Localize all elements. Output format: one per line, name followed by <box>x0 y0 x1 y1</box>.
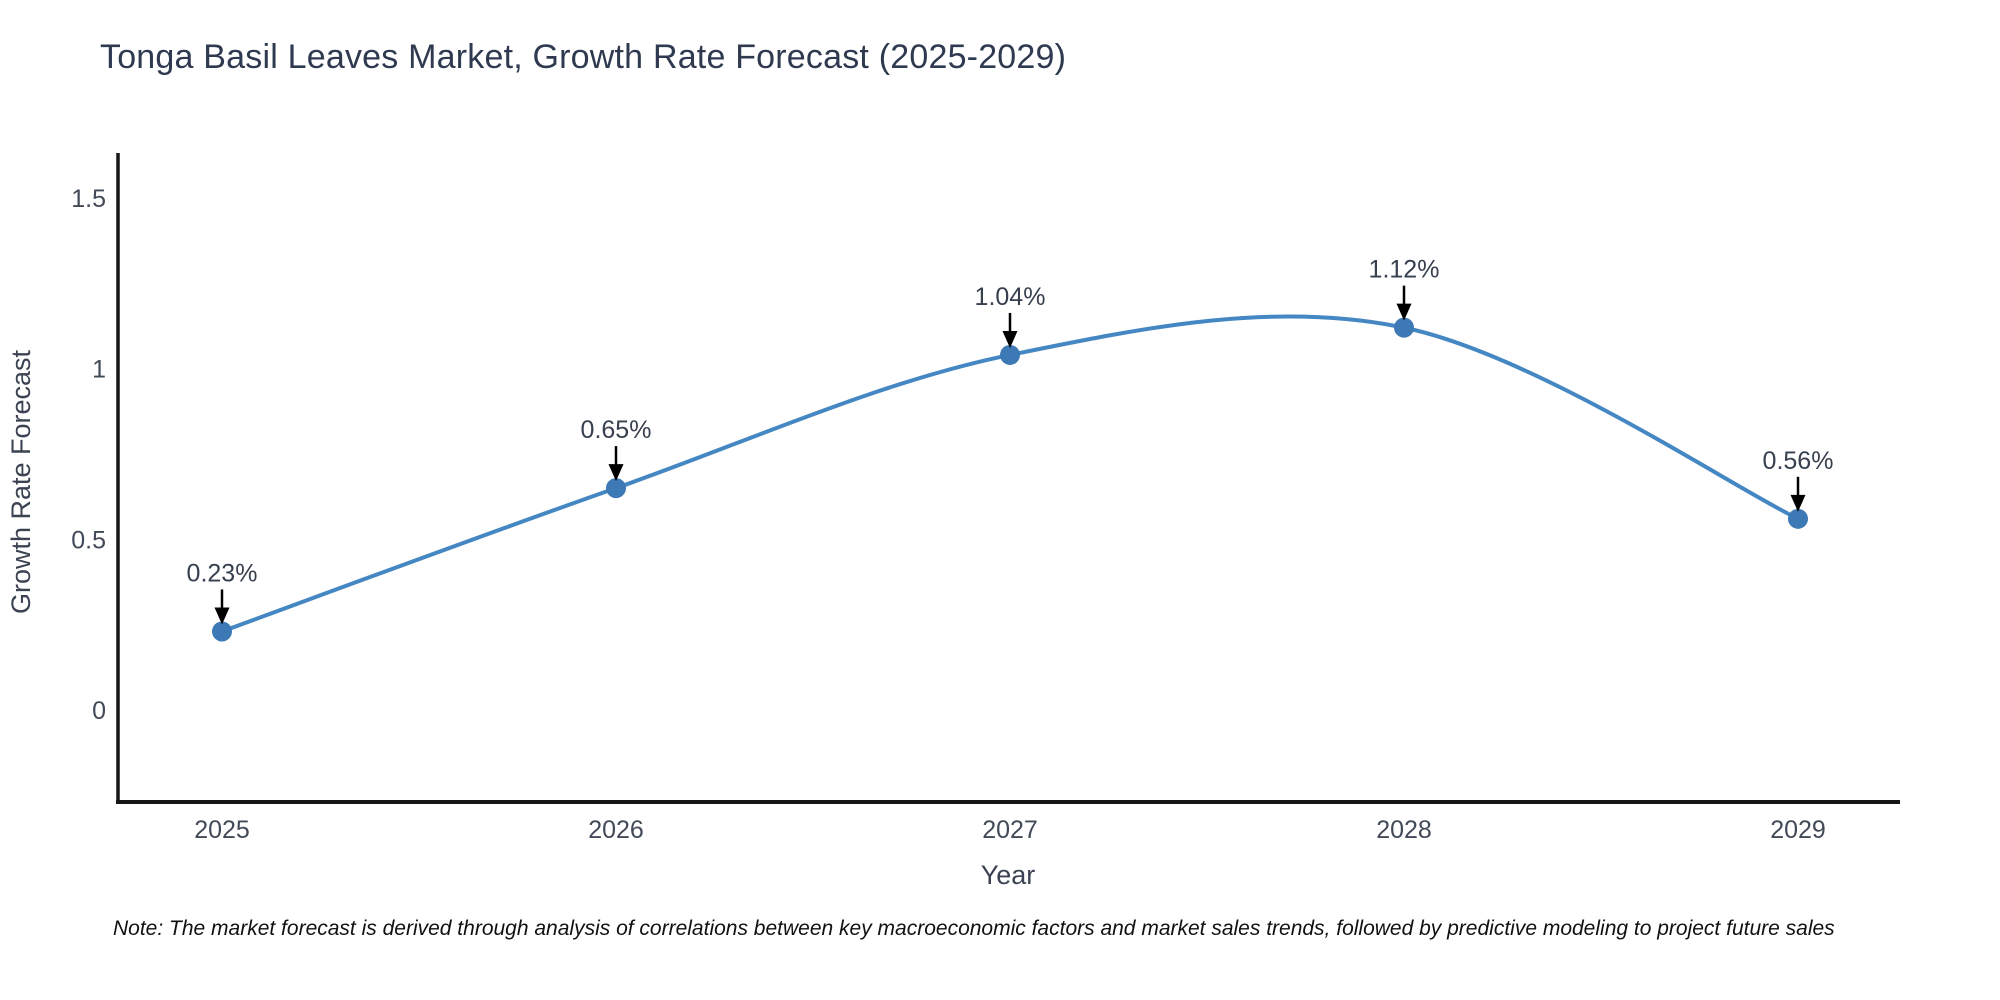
y-axis-title: Growth Rate Forecast <box>6 349 36 614</box>
annotation-arrowhead <box>1790 494 1806 512</box>
data-label-2025: 0.23% <box>187 559 258 587</box>
y-tick-label: 1.5 <box>71 185 106 213</box>
annotation-arrowhead <box>1396 303 1412 321</box>
data-label-2027: 1.04% <box>975 283 1046 311</box>
annotation-arrowhead <box>608 464 624 482</box>
x-tick-label: 2027 <box>982 816 1038 844</box>
data-point-2025 <box>212 621 232 642</box>
annotation-arrowhead <box>214 607 230 625</box>
x-axis-title: Year <box>981 860 1036 890</box>
x-tick-label: 2028 <box>1376 816 1432 844</box>
chart-title: Tonga Basil Leaves Market, Growth Rate F… <box>100 38 1067 76</box>
x-tick-label: 2029 <box>1770 816 1826 844</box>
data-point-2026 <box>606 478 626 499</box>
data-label-2026: 0.65% <box>581 416 652 444</box>
data-point-2029 <box>1788 508 1808 529</box>
annotation-arrowhead <box>1002 330 1018 348</box>
y-tick-label: 0 <box>92 697 106 725</box>
chart-footnote: Note: The market forecast is derived thr… <box>113 917 1835 940</box>
data-label-2028: 1.12% <box>1369 256 1440 284</box>
y-tick-label: 0.5 <box>71 526 106 554</box>
data-label-2029: 0.56% <box>1763 447 1834 475</box>
x-tick-label: 2026 <box>588 816 644 844</box>
y-tick-label: 1 <box>92 356 106 384</box>
data-point-2028 <box>1394 317 1414 338</box>
x-tick-label: 2025 <box>194 816 250 844</box>
data-point-2027 <box>1000 344 1020 365</box>
